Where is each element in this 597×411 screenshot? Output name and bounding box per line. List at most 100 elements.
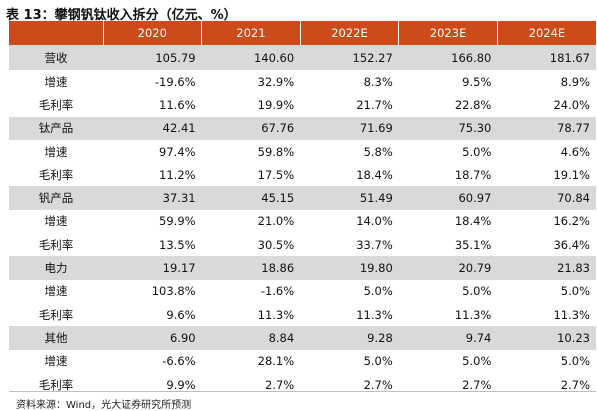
table-cell: -6.6% [162, 354, 196, 369]
table-cell: 36.4% [553, 237, 590, 252]
table-cell: 166.80 [398, 45, 498, 70]
table-row: 毛利率 11.2% 17.5% 18.4% 18.7% 19.1% [9, 163, 596, 186]
table-cell: 11.3% [553, 307, 590, 322]
table-cell: 35.1% [454, 237, 492, 252]
table-cell: 5.0% [560, 354, 590, 369]
row-label: 毛利率 [38, 97, 74, 112]
table-cell: 11.3% [454, 307, 492, 322]
table-cell: 9.74 [398, 326, 498, 350]
table-cell: 6.90 [103, 326, 202, 350]
table-row: 增速 103.8% -1.6% 5.0% 5.0% 5.0% [9, 280, 596, 303]
table-cell: 4.6% [560, 144, 590, 159]
table-cell: 22.8% [454, 97, 492, 112]
table-cell: 5.0% [363, 354, 393, 369]
table-cell: 11.6% [159, 97, 196, 112]
table-cell: 97.4% [159, 144, 196, 159]
table-cell: 32.9% [257, 74, 295, 89]
table-row-category: 钛产品 42.41 67.76 71.69 75.30 78.77 [9, 116, 596, 140]
row-label: 电力 [9, 256, 103, 280]
row-label: 其他 [9, 326, 103, 350]
table-cell: 20.79 [398, 256, 498, 280]
table-cell: 28.1% [257, 354, 295, 369]
table-row: 增速 -19.6% 32.9% 8.3% 9.5% 8.9% [9, 70, 596, 93]
header-cell-2021: 2021 [201, 21, 301, 45]
table-cell: 59.8% [257, 144, 295, 159]
table-cell: 37.31 [103, 186, 202, 210]
row-label: 毛利率 [38, 237, 74, 252]
table-cell: -1.6% [260, 284, 295, 299]
table-cell: 19.1% [553, 167, 590, 182]
table-cell: 70.84 [497, 186, 596, 210]
table-row-category: 其他 6.90 8.84 9.28 9.74 10.23 [9, 326, 596, 350]
table-cell: 30.5% [257, 237, 295, 252]
table-cell: 2.7% [462, 377, 492, 392]
header-cell-label [9, 21, 103, 45]
table-cell: 14.0% [356, 214, 393, 229]
table-cell: 5.0% [560, 284, 590, 299]
table-cell: 67.76 [201, 116, 301, 140]
table-cell: 8.84 [201, 326, 301, 350]
row-label: 毛利率 [38, 167, 74, 182]
table-cell: 5.0% [363, 284, 393, 299]
header-cell-2024e: 2024E [496, 21, 596, 45]
table-row: 增速 -6.6% 28.1% 5.0% 5.0% 5.0% [9, 350, 596, 373]
row-label: 增速 [44, 214, 68, 229]
table-cell: 18.4% [454, 214, 492, 229]
table-cell: 71.69 [300, 116, 399, 140]
table-cell: 51.49 [300, 186, 399, 210]
table-title: 表 13：攀钢钒钛收入拆分（亿元、%） [6, 8, 237, 23]
table-cell: 103.8% [151, 284, 196, 299]
table-cell: 2.7% [560, 377, 590, 392]
table-cell: -19.6% [154, 74, 196, 89]
table-cell: 21.83 [497, 256, 596, 280]
table-cell: 2.7% [264, 377, 295, 392]
table-cell: 42.41 [103, 116, 202, 140]
table-cell: 5.0% [462, 284, 492, 299]
table-cell: 33.7% [356, 237, 393, 252]
row-label: 营收 [9, 45, 103, 70]
table-cell: 24.0% [553, 97, 590, 112]
row-label: 钛产品 [9, 116, 103, 140]
row-label: 增速 [44, 74, 68, 89]
table-row: 增速 59.9% 21.0% 14.0% 18.4% 16.2% [9, 210, 596, 233]
table-cell: 75.30 [398, 116, 498, 140]
table-cell: 2.7% [363, 377, 393, 392]
table-cell: 19.9% [257, 97, 295, 112]
row-label: 增速 [44, 144, 68, 159]
table-row-category: 营收 105.79 140.60 152.27 166.80 181.67 [9, 45, 596, 70]
row-label: 增速 [44, 354, 68, 369]
header-cell-2023e: 2023E [398, 21, 498, 45]
table-cell: 5.8% [363, 144, 393, 159]
table-cell: 21.7% [356, 97, 393, 112]
table-cell: 59.9% [159, 214, 196, 229]
table-cell: 9.5% [462, 74, 492, 89]
table-row: 毛利率 9.9% 2.7% 2.7% 2.7% 2.7% [9, 373, 596, 396]
table-row-category: 电力 19.17 18.86 19.80 20.79 21.83 [9, 256, 596, 280]
table-row: 毛利率 11.6% 19.9% 21.7% 22.8% 24.0% [9, 93, 596, 116]
table-row: 毛利率 9.6% 11.3% 11.3% 11.3% 11.3% [9, 303, 596, 326]
row-label: 毛利率 [38, 307, 74, 322]
table-cell: 18.7% [454, 167, 492, 182]
table-header-row: 2020 2021 2022E 2023E 2024E [9, 21, 596, 45]
header-cell-2020: 2020 [102, 21, 202, 45]
table-cell: 45.15 [201, 186, 301, 210]
table-cell: 11.2% [159, 167, 196, 182]
table-cell: 5.0% [462, 144, 492, 159]
bottom-divider [9, 391, 596, 392]
table-cell: 105.79 [103, 45, 202, 70]
table-body: 营收 105.79 140.60 152.27 166.80 181.67 增速 -19.6%… [9, 45, 596, 396]
table-cell: 8.3% [363, 74, 393, 89]
row-label: 毛利率 [38, 377, 74, 392]
table-cell: 21.0% [257, 214, 295, 229]
table-cell: 18.86 [201, 256, 301, 280]
table-cell: 60.97 [398, 186, 498, 210]
table-cell: 181.67 [497, 45, 596, 70]
table-row: 毛利率 13.5% 30.5% 33.7% 35.1% 36.4% [9, 233, 596, 256]
table-cell: 140.60 [201, 45, 301, 70]
table-cell: 18.4% [356, 167, 393, 182]
revenue-breakdown-table: 2020 2021 2022E 2023E 2024E 营收 105.79 140.… [9, 21, 596, 396]
table-cell: 152.27 [300, 45, 399, 70]
table-cell: 11.3% [257, 307, 295, 322]
table-cell: 11.3% [356, 307, 393, 322]
source-note: 资料来源：Wind，光大证券研究所预测 [16, 400, 192, 411]
